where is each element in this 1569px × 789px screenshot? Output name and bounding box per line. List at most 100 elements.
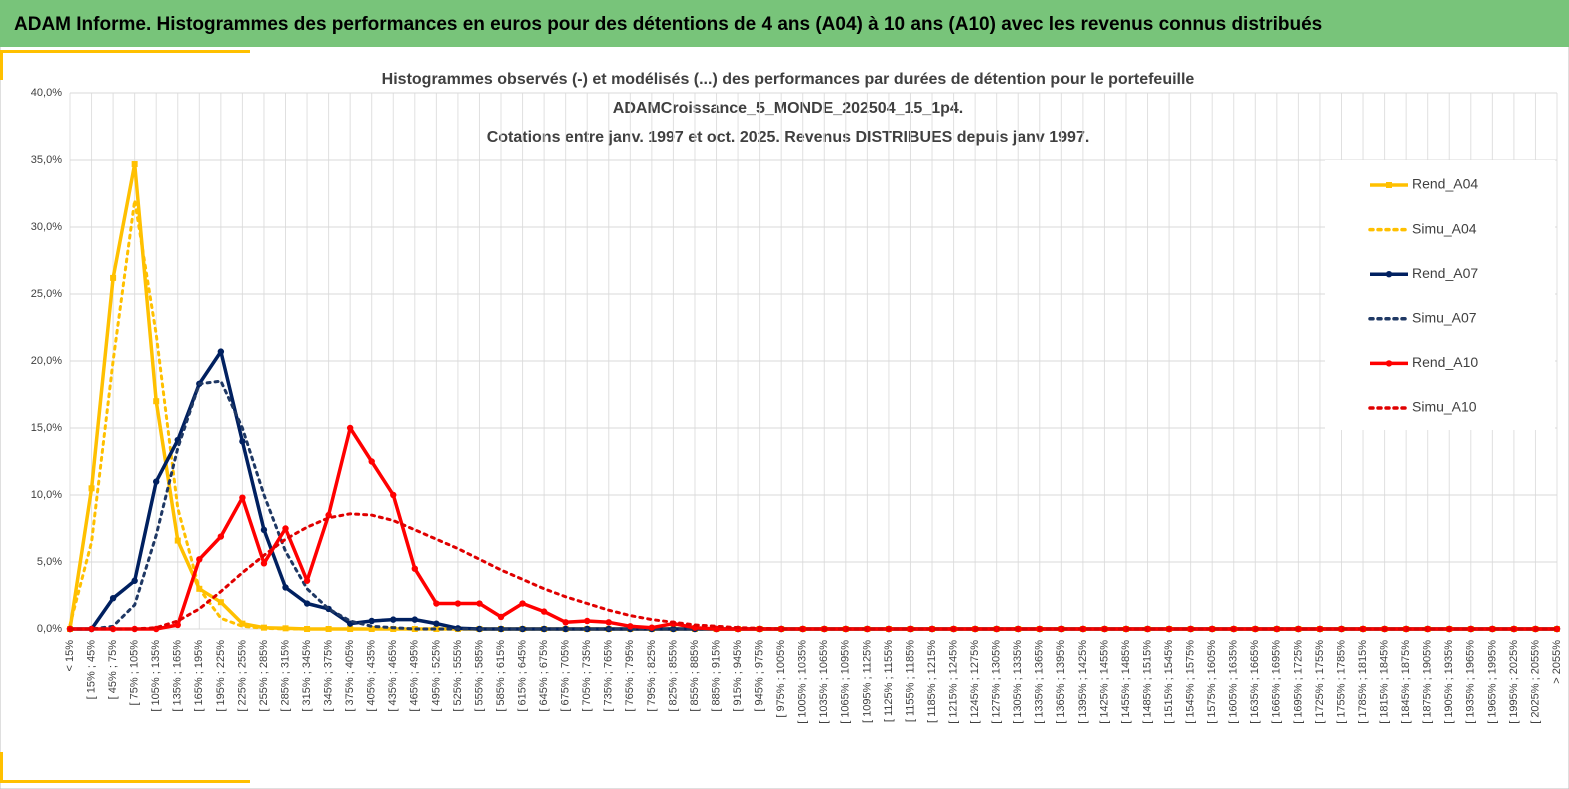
marker xyxy=(993,625,1000,633)
marker xyxy=(88,485,95,492)
x-tick-label: [ 1005% ; 1035% xyxy=(797,640,809,724)
x-tick-label: [ 1695% ; 1725% xyxy=(1292,640,1304,724)
x-tick-label: [ 465% ; 495% xyxy=(409,640,421,712)
marker xyxy=(174,621,181,629)
legend-label: Rend_A10 xyxy=(1412,354,1478,370)
marker xyxy=(260,560,268,567)
marker xyxy=(303,577,311,584)
x-tick-label: [ 1845% ; 1875% xyxy=(1400,640,1412,724)
chart-title: ADAMCroissance_5_MONDE_202504_15_1p4. xyxy=(613,100,963,117)
x-tick-label: < 15% xyxy=(64,640,76,672)
y-tick-label: 0,0% xyxy=(37,623,62,635)
marker xyxy=(196,556,203,563)
x-tick-label: [ 1965% ; 1995% xyxy=(1486,640,1498,724)
marker xyxy=(648,624,656,631)
x-tick-label: [ 1935% ; 1965% xyxy=(1465,640,1477,724)
x-tick-label: [ 765% ; 795% xyxy=(624,640,636,712)
x-tick-label: [ 1455% ; 1485% xyxy=(1120,640,1132,724)
marker xyxy=(368,458,375,465)
marker xyxy=(368,626,375,632)
series-line xyxy=(70,426,1557,631)
marker xyxy=(519,600,526,607)
marker xyxy=(433,620,440,627)
y-tick-label: 5,0% xyxy=(37,556,62,568)
marker xyxy=(605,619,612,626)
x-tick-label: [ 645% ; 675% xyxy=(538,640,550,712)
marker xyxy=(390,616,397,623)
marker xyxy=(1058,625,1065,633)
marker xyxy=(153,478,160,485)
x-tick-label: [ 135% ; 165% xyxy=(172,640,184,712)
legend-label: Rend_A07 xyxy=(1412,265,1478,281)
marker xyxy=(454,600,462,607)
marker xyxy=(627,623,634,630)
marker xyxy=(1208,625,1216,633)
marker xyxy=(325,511,332,519)
marker xyxy=(562,625,569,633)
x-tick-label: [ 1335% ; 1365% xyxy=(1034,640,1046,724)
x-tick-label: [ 885% ; 915% xyxy=(710,640,722,712)
marker xyxy=(411,565,419,572)
x-tick-label: [ 1155% ; 1185% xyxy=(904,640,916,722)
x-tick-label: [ 1275% ; 1305% xyxy=(991,640,1003,724)
x-tick-label: [ 705% ; 735% xyxy=(581,640,593,712)
x-tick-label: [ 1755% ; 1785% xyxy=(1335,640,1347,724)
marker xyxy=(217,348,225,355)
marker xyxy=(282,584,289,591)
y-tick-label: 15,0% xyxy=(31,422,62,434)
x-tick-label: [ 165% ; 195% xyxy=(193,640,205,712)
x-tick-label: [ 735% ; 765% xyxy=(603,640,615,712)
x-tick-label: [ 1035% ; 1065% xyxy=(818,640,830,724)
x-tick-label: [ 1905% ; 1935% xyxy=(1443,640,1455,724)
marker xyxy=(131,577,138,584)
marker xyxy=(411,616,419,623)
marker xyxy=(88,625,95,633)
marker xyxy=(562,619,569,626)
marker xyxy=(174,537,181,544)
x-tick-label: [ 1785% ; 1815% xyxy=(1357,640,1369,724)
marker xyxy=(1489,625,1496,633)
accent xyxy=(0,780,250,783)
y-tick-label: 10,0% xyxy=(31,489,62,501)
marker xyxy=(239,438,246,445)
x-tick-label: [ 855% ; 885% xyxy=(689,640,701,712)
x-tick-label: [ 1725% ; 1755% xyxy=(1314,640,1326,724)
chart-title: Histogrammes observés (-) et modélisés (… xyxy=(382,71,1195,88)
legend-marker xyxy=(1385,360,1393,367)
marker xyxy=(303,600,311,607)
y-tick-label: 30,0% xyxy=(31,221,62,233)
x-tick-label: [ 1425% ; 1455% xyxy=(1098,640,1110,724)
y-tick-label: 35,0% xyxy=(31,154,62,166)
x-tick-label: [ 1605% ; 1635% xyxy=(1228,640,1240,724)
x-tick-label: [ 1515% ; 1545% xyxy=(1163,640,1175,724)
marker xyxy=(497,613,505,621)
marker xyxy=(239,620,246,627)
legend-label: Simu_A10 xyxy=(1412,399,1477,415)
x-tick-label: [ 585% ; 615% xyxy=(495,640,507,712)
marker xyxy=(110,274,117,281)
legend-label: Rend_A04 xyxy=(1412,176,1478,192)
marker xyxy=(777,625,785,633)
x-tick-label: [ 1665% ; 1695% xyxy=(1271,640,1283,724)
x-tick-label: [ 1305% ; 1335% xyxy=(1012,640,1024,724)
x-tick-label: [ 15% ; 45% xyxy=(85,640,97,700)
legend-marker xyxy=(1385,271,1393,278)
x-tick-label: [ 195% ; 225% xyxy=(215,640,227,712)
x-tick-label: [ 1545% ; 1575% xyxy=(1185,640,1197,724)
marker xyxy=(368,617,375,625)
marker xyxy=(304,626,311,632)
y-tick-label: 25,0% xyxy=(31,288,62,300)
x-tick-label: [ 225% ; 255% xyxy=(236,640,248,712)
x-tick-label: [ 915% ; 945% xyxy=(732,640,744,712)
x-tick-label: [ 2025% ; 2055% xyxy=(1529,640,1541,724)
marker xyxy=(1553,625,1561,633)
x-tick-label: [ 675% ; 705% xyxy=(560,640,572,712)
series-line xyxy=(68,512,1559,631)
x-tick-label: [ 435% ; 465% xyxy=(387,640,399,712)
x-tick-label: [ 45% ; 75% xyxy=(107,640,119,700)
x-tick-label: [ 495% ; 525% xyxy=(430,640,442,712)
marker xyxy=(433,600,440,607)
x-tick-label: [ 255% ; 285% xyxy=(258,640,270,712)
